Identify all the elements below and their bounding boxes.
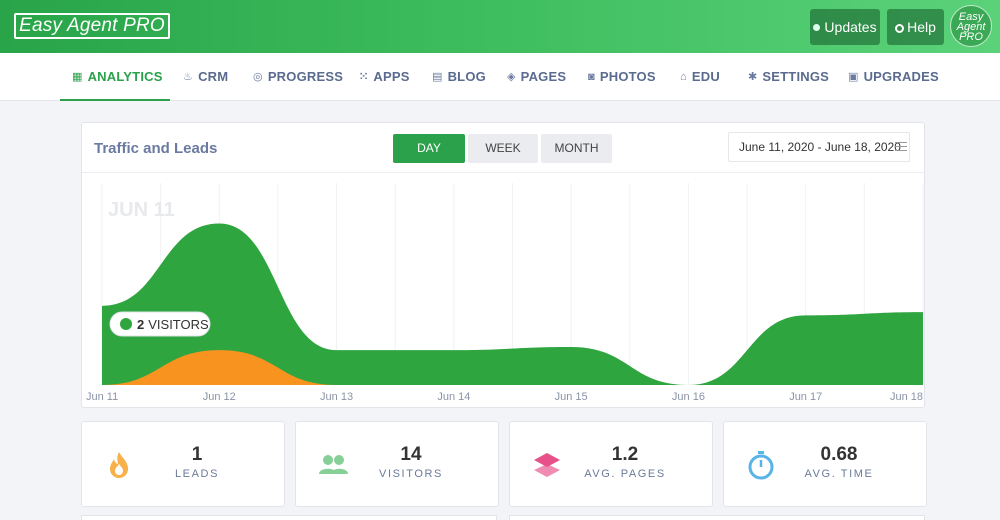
grid-icon: ▦ (72, 71, 83, 83)
flame-icon (110, 452, 128, 478)
camera-icon: ◙ (588, 71, 595, 83)
stat-card-visitors: 14 VISITORS (295, 421, 499, 507)
x-axis-ticks: Jun 11 Jun 12 Jun 13 Jun 14 Jun 15 Jun 16 Jun … (86, 391, 923, 403)
traffic-chart[interactable]: JUN 11 2 VISITORS Jun 11 Jun 12 Jun 13 Jun 1… (82, 173, 924, 407)
spiral-icon: ◎ (253, 71, 263, 83)
stat-value: 0.68 (820, 444, 858, 465)
x-tick-label: Jun 15 (555, 391, 588, 403)
tooltip-bubble (109, 311, 211, 337)
main-nav: ▦ ANALYTICS ♨ CRM ◎ PROGRESS ⁙ APPS ▤ BLOG ◈ P… (0, 53, 1000, 101)
stat-value: 14 (400, 444, 422, 465)
nav-label: EDU (691, 69, 720, 84)
tooltip-text: 2 VISITORS (137, 317, 209, 332)
nav-label: BLOG (447, 69, 486, 84)
nav-edu[interactable]: ⌂ EDU (680, 53, 720, 101)
stat-label: AVG. TIME (804, 468, 874, 480)
nav-label: ANALYTICS (87, 69, 163, 84)
avatar[interactable]: Easy Agent PRO (950, 5, 992, 47)
gear-icon: ✱ (748, 71, 758, 83)
stat-card-avg-pages: 1.2 AVG. PAGES (509, 421, 713, 507)
nav-analytics[interactable]: ▦ ANALYTICS (60, 53, 170, 101)
nav-label: SETTINGS (762, 69, 830, 84)
help-label: Help (907, 19, 936, 35)
layers-icon (534, 453, 560, 477)
nav-label: UPGRADES (863, 69, 939, 84)
institution-icon: ⌂ (680, 71, 687, 83)
help-ring-icon (895, 24, 905, 33)
x-tick-label: Jun 12 (203, 391, 236, 403)
card-title: Traffic and Leads (94, 140, 218, 157)
bottom-card-left (81, 515, 497, 520)
x-tick-label: Jun 11 (86, 391, 118, 403)
week-button[interactable]: WEEK (468, 134, 538, 163)
x-tick-label: Jun 18 (890, 391, 923, 403)
nav-label: APPS (373, 69, 410, 84)
nav-apps[interactable]: ⁙ APPS (359, 53, 410, 101)
nav-label: CRM (198, 69, 229, 84)
flame-icon: ♨ (183, 71, 194, 83)
nav-blog[interactable]: ▤ BLOG (432, 53, 486, 101)
stat-label: AVG. PAGES (584, 468, 666, 480)
x-tick-label: Jun 17 (789, 391, 822, 403)
month-button[interactable]: MONTH (541, 134, 612, 163)
nav-label: PHOTOS (599, 69, 656, 84)
tooltip-label: VISITORS (148, 317, 209, 332)
updates-label: Updates (824, 19, 877, 35)
nav-label: PAGES (520, 69, 567, 84)
layers-icon: ◈ (507, 71, 516, 83)
date-range-text: June 11, 2020 - June 18, 2020 (739, 140, 901, 154)
menu-icon[interactable] (895, 142, 907, 154)
nav-progress[interactable]: ◎ PROGRESS (253, 53, 343, 101)
stat-label: VISITORS (379, 468, 443, 480)
chart-tooltip: 2 VISITORS (109, 311, 211, 337)
nav-label: PROGRESS (267, 69, 344, 84)
bottom-card-right (509, 515, 925, 520)
store-icon: ▣ (848, 71, 859, 83)
stopwatch-icon (748, 451, 774, 480)
help-button[interactable]: Help (887, 9, 944, 45)
tooltip-dot (120, 318, 132, 330)
series-area-leads (102, 350, 923, 385)
card-header: Traffic and Leads DAY WEEK MONTH June 11… (82, 123, 924, 173)
users-icon (319, 455, 348, 474)
series-area-visitors (102, 223, 923, 385)
top-bar: Easy Agent PRO Updates Help Easy Agent P… (0, 0, 1000, 53)
stat-value: 1 (191, 444, 203, 465)
nav-crm[interactable]: ♨ CRM (183, 53, 228, 101)
stat-label: LEADS (174, 468, 220, 480)
nav-photos[interactable]: ◙ PHOTOS (588, 53, 656, 101)
tooltip-count: 2 (137, 317, 144, 332)
stat-value: 1.2 (611, 444, 639, 465)
apps-icon: ⁙ (359, 71, 369, 83)
x-tick-label: Jun 13 (320, 391, 353, 403)
logo[interactable]: Easy Agent PRO (14, 13, 170, 39)
date-range-picker[interactable]: June 11, 2020 - June 18, 2020 (728, 132, 910, 162)
nav-settings[interactable]: ✱ SETTINGS (748, 53, 829, 101)
stat-card-leads: 1 LEADS (81, 421, 285, 507)
day-button[interactable]: DAY (393, 134, 465, 163)
x-tick-label: Jun 16 (672, 391, 705, 403)
traffic-card: Traffic and Leads DAY WEEK MONTH June 11… (81, 122, 925, 408)
updates-button[interactable]: Updates (810, 9, 880, 45)
x-tick-label: Jun 14 (437, 391, 470, 403)
dot-icon (813, 24, 821, 31)
nav-upgrades[interactable]: ▣ UPGRADES (848, 53, 939, 101)
hover-date-label: JUN 11 (108, 199, 175, 221)
blog-icon: ▤ (432, 71, 443, 83)
stat-card-avg-time: 0.68 AVG. TIME (723, 421, 927, 507)
nav-pages[interactable]: ◈ PAGES (507, 53, 566, 101)
